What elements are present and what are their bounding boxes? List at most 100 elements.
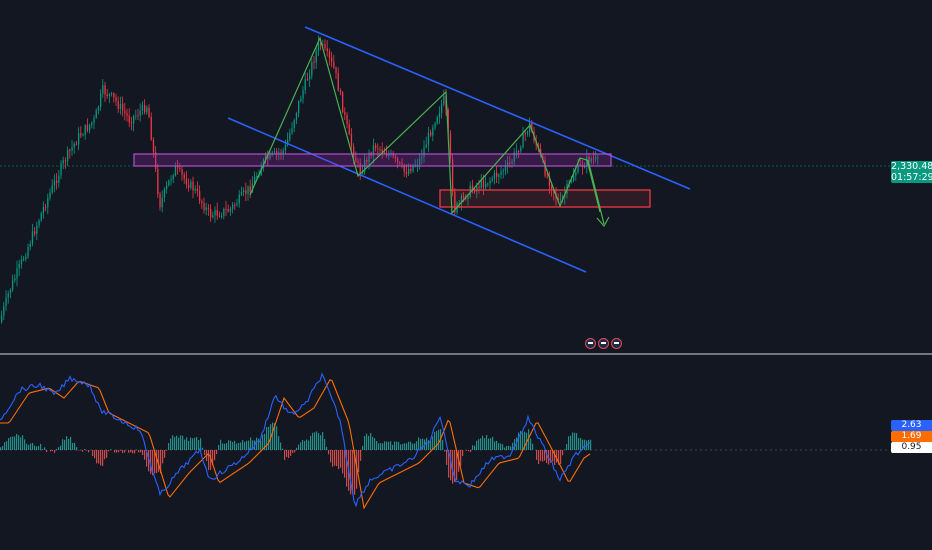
macd-line-value: 2.63 — [901, 420, 922, 430]
macd-histogram-bar — [148, 450, 150, 472]
candle-body — [430, 132, 432, 136]
candle-body — [485, 183, 487, 188]
candle-body — [139, 110, 141, 116]
zigzag-wave-line — [249, 36, 601, 215]
candle-body — [392, 153, 394, 157]
macd-histogram-bar — [460, 450, 462, 467]
macd-histogram-bar — [220, 439, 222, 450]
macd-histogram-bar — [344, 450, 346, 478]
candle-body — [36, 225, 38, 234]
macd-histogram-bar — [366, 433, 368, 450]
macd-histogram-bar — [484, 438, 486, 450]
macd-histogram-bar — [570, 435, 572, 450]
macd-histogram-bar — [338, 450, 340, 470]
macd-histogram-bar — [172, 435, 174, 450]
chart-drawings — [0, 26, 932, 273]
macd-histogram-bar — [156, 450, 158, 474]
macd-histogram-bar — [18, 435, 20, 450]
candle-body — [531, 122, 533, 132]
macd-histogram-bar — [384, 441, 386, 450]
candle-body — [355, 157, 357, 162]
macd-histogram-bar — [420, 439, 422, 450]
candle-body — [67, 150, 69, 162]
candle-body — [183, 174, 185, 179]
candle-body — [302, 90, 304, 99]
candle-body — [190, 181, 192, 188]
macd-histogram-bar — [30, 443, 32, 450]
macd-histogram-bar — [466, 450, 468, 451]
macd-histogram-bar — [422, 438, 424, 450]
candle-body — [188, 184, 190, 188]
macd-histogram-bar — [536, 450, 538, 460]
candle-body — [62, 160, 64, 164]
macd-histogram-bar — [386, 441, 388, 450]
macd-histogram-bar — [492, 436, 494, 450]
candle-body — [221, 215, 223, 217]
macd-histogram-bar — [20, 437, 22, 450]
candle-body — [562, 196, 564, 200]
macd-histogram-bar — [432, 436, 434, 450]
macd-histogram-bar — [296, 447, 298, 450]
candle-body — [414, 164, 416, 166]
macd-histogram-bar — [144, 450, 146, 460]
bar-countdown: 01:57:29 — [891, 172, 932, 183]
candle-body — [240, 192, 243, 195]
channel-lower-line — [227, 117, 587, 273]
flag-event-icon[interactable] — [598, 338, 609, 349]
candle-body — [353, 146, 355, 158]
macd-histogram-bar — [372, 436, 374, 450]
candle-body — [29, 243, 31, 247]
macd-histogram-bar — [100, 450, 102, 466]
macd-histogram-bar — [318, 433, 320, 450]
candle-body — [377, 148, 379, 150]
macd-histogram-bar — [238, 442, 240, 450]
candle-body — [124, 110, 126, 114]
candle-body — [438, 112, 441, 118]
macd-histogram-bar — [544, 450, 546, 461]
candle-body — [78, 133, 80, 145]
candle-series — [1, 35, 599, 324]
macd-histogram-bar — [6, 441, 8, 450]
macd-histogram-bar — [306, 439, 308, 450]
candle-body — [357, 161, 359, 164]
macd-histogram-bar — [266, 427, 268, 450]
candle-body — [58, 175, 60, 183]
candle-body — [280, 152, 282, 154]
macd-histogram-bar — [286, 450, 288, 457]
macd-histogram-bar — [264, 433, 266, 450]
candle-body — [45, 207, 47, 209]
candle-body — [546, 175, 548, 177]
candle-body — [320, 42, 322, 45]
macd-histogram-bar — [248, 440, 250, 450]
candle-body — [289, 132, 291, 140]
candle-body — [350, 134, 353, 147]
candle-body — [93, 117, 95, 123]
channel-upper-line — [304, 26, 691, 190]
candle-body — [168, 180, 170, 186]
macd-histogram-bar — [356, 450, 358, 489]
macd-histogram-bar — [564, 449, 566, 450]
macd-histogram-bar — [24, 439, 26, 450]
candle-body — [212, 215, 214, 218]
candle-body — [480, 180, 482, 188]
candle-body — [326, 47, 328, 52]
candle-body — [295, 113, 298, 121]
flag-event-icon[interactable] — [611, 338, 622, 349]
macd-histogram-bar — [412, 443, 414, 450]
macd-histogram-bar — [568, 436, 570, 450]
macd-histogram-bar — [310, 435, 312, 450]
macd-histogram-bar — [528, 429, 530, 450]
macd-histogram-bar — [58, 447, 60, 450]
macd-histogram-bar — [512, 442, 514, 450]
candle-body — [12, 280, 14, 290]
candle-body — [251, 183, 254, 192]
macd-histogram-bar — [364, 435, 366, 450]
candle-body — [122, 103, 124, 111]
flag-event-icon[interactable] — [585, 338, 596, 349]
macd-histogram-bar — [74, 442, 76, 450]
macd-histogram-bar — [38, 445, 40, 450]
candle-body — [174, 166, 177, 176]
macd-histogram-bar — [550, 450, 552, 463]
macd-histogram-bar — [540, 450, 542, 461]
